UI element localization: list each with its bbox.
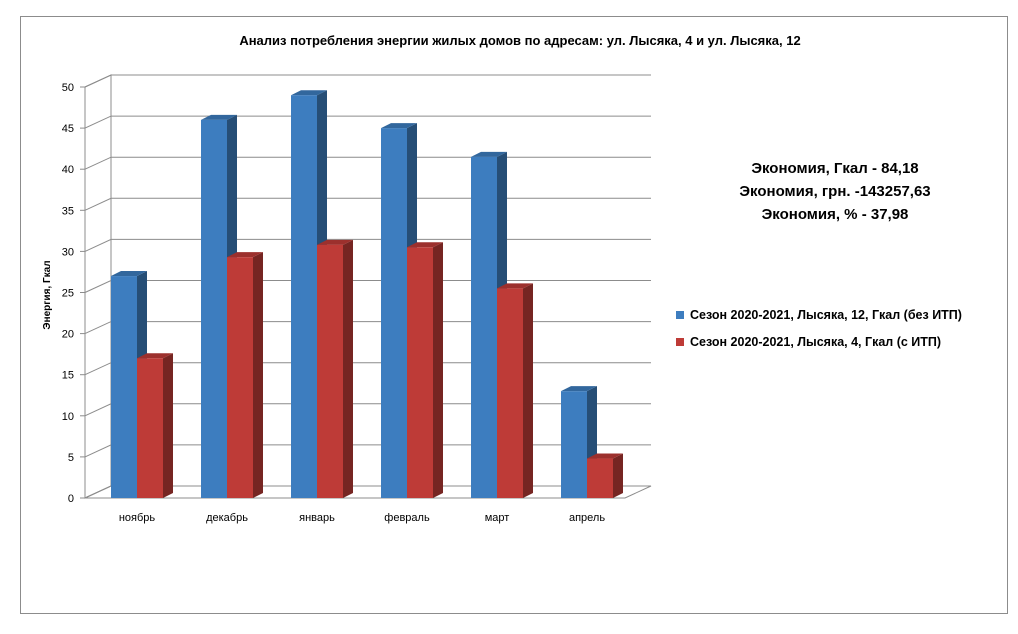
x-axis-ticks: ноябрь декабрь январь февраль март апрель [119,512,605,524]
x-tick-label: март [485,512,510,524]
bar-top [111,271,147,277]
y-tick-label: 25 [62,288,74,300]
x-tick-label: февраль [384,512,430,524]
x-tick-label: ноябрь [119,512,156,524]
bar-top [471,151,507,157]
gridline [84,238,651,252]
legend-swatch [676,338,684,346]
bar [407,242,443,498]
bar-side [613,453,623,498]
bar [227,252,263,498]
bar-side [433,242,443,498]
bar-top [137,353,173,359]
y-axis-ticks: 0 5 10 15 20 25 30 35 40 45 50 [62,82,74,505]
bars [111,90,623,498]
bar-top [291,90,327,96]
bar-side [163,353,173,498]
bar [137,353,173,498]
y-tick-label: 35 [62,205,74,217]
x-tick-label: январь [299,512,335,524]
bar-front [111,276,137,498]
x-tick-label: апрель [569,512,605,524]
bar-top [317,239,353,245]
y-tick-label: 20 [62,329,74,341]
y-tick-label: 10 [62,411,74,423]
y-axis-label: Энергия, Гкал [42,260,53,329]
bar-front [201,119,227,498]
bar-front [471,156,497,498]
bar-front [227,257,253,498]
bar-top [227,252,263,258]
bar-front [587,458,613,498]
gridline [84,280,651,293]
bar-front [407,247,433,498]
legend: Сезон 2020-2021, Лысяка, 12, Гкал (без И… [676,308,962,349]
bar-top [407,242,443,248]
savings-annotation: Экономия, % - 37,98 [762,206,909,223]
bar [291,90,327,498]
bar-front [381,128,407,498]
legend-swatch [676,311,684,319]
y-tick-label: 50 [62,82,74,94]
gridline [84,197,651,211]
savings-annotation: Экономия, Гкал - 84,18 [751,160,918,177]
chart-title: Анализ потребления энергии жилых домов п… [239,33,800,48]
legend-label: Сезон 2020-2021, Лысяка, 4, Гкал (с ИТП) [690,335,941,349]
y-tick-label: 0 [68,493,74,505]
bar-front [137,358,163,498]
gridline [84,74,651,88]
bar-top [497,283,533,289]
y-tick-label: 40 [62,164,74,176]
bar-front [317,244,343,498]
bar [317,239,353,498]
y-tick-label: 5 [68,452,74,464]
savings-annotations: Экономия, Гкал - 84,18 Экономия, грн. -14… [739,160,930,223]
bar [497,283,533,498]
bar-top [201,114,237,120]
bar-front [561,391,587,498]
gridline [84,115,651,129]
gridline [84,321,651,335]
bar-side [343,239,353,498]
bar [111,271,147,498]
bar-side [253,252,263,498]
y-tick-label: 45 [62,123,74,135]
bar [587,453,623,498]
y-tick-label: 15 [62,370,74,382]
bar-top [587,453,623,459]
legend-label: Сезон 2020-2021, Лысяка, 12, Гкал (без И… [690,308,962,322]
bar-front [291,95,317,498]
savings-annotation: Экономия, грн. -143257,63 [739,183,930,200]
y-tick-label: 30 [62,246,74,258]
x-tick-label: декабрь [206,512,248,524]
bar-top [561,386,597,392]
bar-top [381,123,417,129]
bar-front [497,288,523,498]
bar-side [523,283,533,498]
gridline [84,156,651,170]
